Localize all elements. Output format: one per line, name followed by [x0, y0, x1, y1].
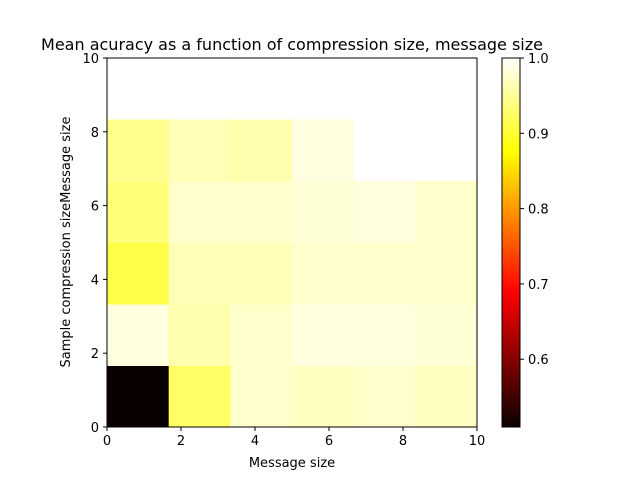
heatmap-cell: [415, 242, 478, 305]
heatmap-cell: [168, 304, 231, 366]
heatmap-cell: [107, 242, 170, 305]
heatmap-cell: [230, 365, 293, 428]
heatmap-cell: [292, 365, 355, 428]
colorbar: [501, 57, 521, 428]
heatmap-cell: [168, 242, 231, 305]
colorbar-tick-label: 0.8: [528, 203, 549, 218]
heatmap-cell: [230, 304, 293, 366]
heatmap-cell: [168, 365, 231, 428]
colorbar-ticks: 0.6 0.7 0.8 0.9 1.0: [520, 52, 549, 368]
colorbar-tick-label: 0.9: [528, 127, 549, 142]
heatmap-cell: [168, 119, 231, 182]
x-tick-label: 2: [177, 434, 185, 449]
heatmap-cell: [415, 304, 478, 366]
heatmap-cell: [353, 242, 416, 305]
chart-title: Mean acuracy as a function of compressio…: [41, 35, 543, 54]
y-tick-label: 0: [91, 421, 99, 436]
y-tick-label: 4: [91, 273, 99, 288]
heatmap-cell: [415, 180, 478, 243]
heatmap-cell: [107, 119, 170, 182]
x-tick-label: 0: [103, 434, 111, 449]
heatmap-cell: [353, 365, 416, 428]
x-tick-label: 6: [325, 434, 333, 449]
heatmap-cell: [415, 365, 478, 428]
x-axis-label: Message size: [249, 456, 335, 471]
y-tick-label: 8: [91, 126, 99, 141]
heatmap-cell: [168, 180, 231, 243]
heatmap-cell: [292, 242, 355, 305]
heatmap-cell: [353, 304, 416, 366]
heatmap-cells: [107, 119, 478, 428]
y-axis-ticks: 0 2 4 6 8 10: [82, 52, 107, 436]
colorbar-tick-label: 0.6: [528, 353, 549, 368]
y-tick-label: 6: [91, 200, 99, 215]
heatmap-cell: [107, 365, 170, 428]
heatmap-cell: [230, 119, 293, 182]
heatmap-cell: [292, 304, 355, 366]
x-axis-ticks: 0 2 4 6 8 10: [103, 427, 485, 449]
heatmap-cell: [107, 180, 170, 243]
colorbar-tick-label: 0.7: [528, 278, 549, 293]
heatmap-cell: [292, 119, 355, 182]
x-tick-label: 4: [251, 434, 259, 449]
y-tick-label: 10: [82, 52, 99, 67]
plot-frame: [106, 57, 478, 428]
x-tick-label: 10: [469, 434, 486, 449]
y-axis-label: Sample compression sizeMessage size: [59, 117, 74, 368]
heatmap-cell: [292, 180, 355, 243]
colorbar-tick-label: 1.0: [528, 52, 549, 67]
heatmap-cell: [107, 304, 170, 366]
heatmap-cell: [230, 180, 293, 243]
heatmap-cell: [230, 242, 293, 305]
heatmap-cell: [353, 180, 416, 243]
y-tick-label: 2: [91, 347, 99, 362]
x-tick-label: 8: [399, 434, 407, 449]
